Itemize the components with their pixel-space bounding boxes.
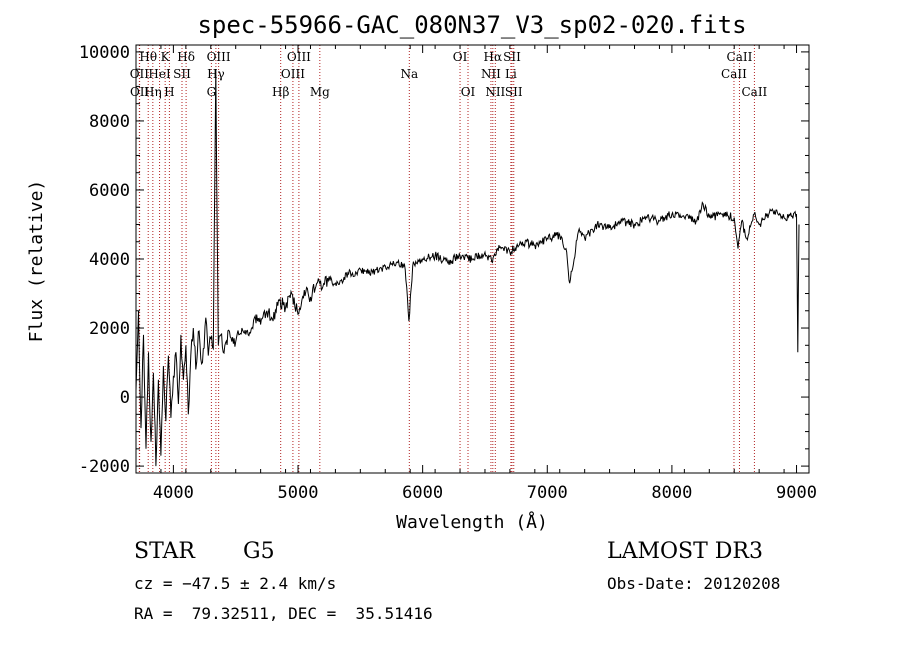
x-tick-label: 9000 — [776, 483, 817, 503]
y-tick-label: 6000 — [89, 181, 130, 201]
y-tick-label: 4000 — [89, 250, 130, 270]
spectral-line-label: Hα — [484, 50, 503, 64]
coordinates: RA = 79.32511, DEC = 35.51416 — [134, 604, 433, 623]
redshift-info: cz = −47.5 ± 2.4 km/s — [134, 574, 337, 593]
spectral-line-label: K — [161, 50, 171, 64]
chart-title: spec-55966-GAC_080N37_V3_sp02-020.fits — [197, 11, 746, 39]
object-class: STAR — [134, 539, 195, 564]
spectral-line-label: H — [164, 85, 174, 99]
plot-frame — [135, 44, 810, 474]
survey-name: LAMOST DR3 — [607, 539, 763, 564]
spectral-line-label: CaII — [741, 85, 767, 99]
spectral-line-label: Mg — [310, 85, 330, 99]
spectral-line-label: HeI — [148, 67, 171, 81]
spectral-line-label: OIII — [281, 67, 305, 81]
spectral-line-label: Hδ — [177, 50, 195, 64]
x-tick-label: 8000 — [651, 483, 692, 503]
y-tick-label: 8000 — [89, 112, 130, 132]
y-tick-label: 2000 — [89, 319, 130, 339]
spectral-line-label: SII — [505, 85, 523, 99]
y-tick-label: -2000 — [79, 457, 130, 477]
spectral-line-label: Hη — [144, 85, 162, 99]
spectral-line-label: NII — [485, 85, 505, 99]
x-axis-label: Wavelength (Å) — [396, 511, 548, 533]
x-tick-label: 7000 — [527, 483, 568, 503]
object-subclass: G5 — [243, 539, 275, 564]
spectral-line-label: OI — [461, 85, 476, 99]
spectral-line-label: Na — [400, 67, 418, 81]
spectrum-series-line — [135, 69, 800, 467]
y-axis-label: Flux (relative) — [26, 180, 47, 343]
spectral-line-label: OIII — [287, 50, 311, 64]
spectral-line-label: NII — [481, 67, 501, 81]
y-tick-label: 10000 — [79, 43, 130, 63]
spectral-line-label: OII — [130, 67, 150, 81]
spectral-line-label: Hθ — [139, 50, 157, 64]
x-tick-label: 4000 — [153, 483, 194, 503]
spectral-line-label: Hβ — [272, 85, 289, 99]
spectral-line-label: G — [207, 85, 217, 99]
spectral-line-label: OII — [130, 85, 150, 99]
x-tick-label: 5000 — [278, 483, 319, 503]
spectral-line-label: CaII — [727, 50, 753, 64]
x-tick-label: 6000 — [402, 483, 443, 503]
obs-date: Obs-Date: 20120208 — [607, 574, 781, 593]
spectral-line-label: OI — [453, 50, 468, 64]
y-tick-label: 0 — [120, 388, 130, 408]
spectral-line-label: CaII — [721, 67, 747, 81]
spectral-line-label: OIII — [207, 50, 231, 64]
spectral-line-label: SII — [503, 50, 521, 64]
spectral-line-label: SII — [173, 67, 191, 81]
spectral-line-label: Li — [505, 67, 517, 81]
